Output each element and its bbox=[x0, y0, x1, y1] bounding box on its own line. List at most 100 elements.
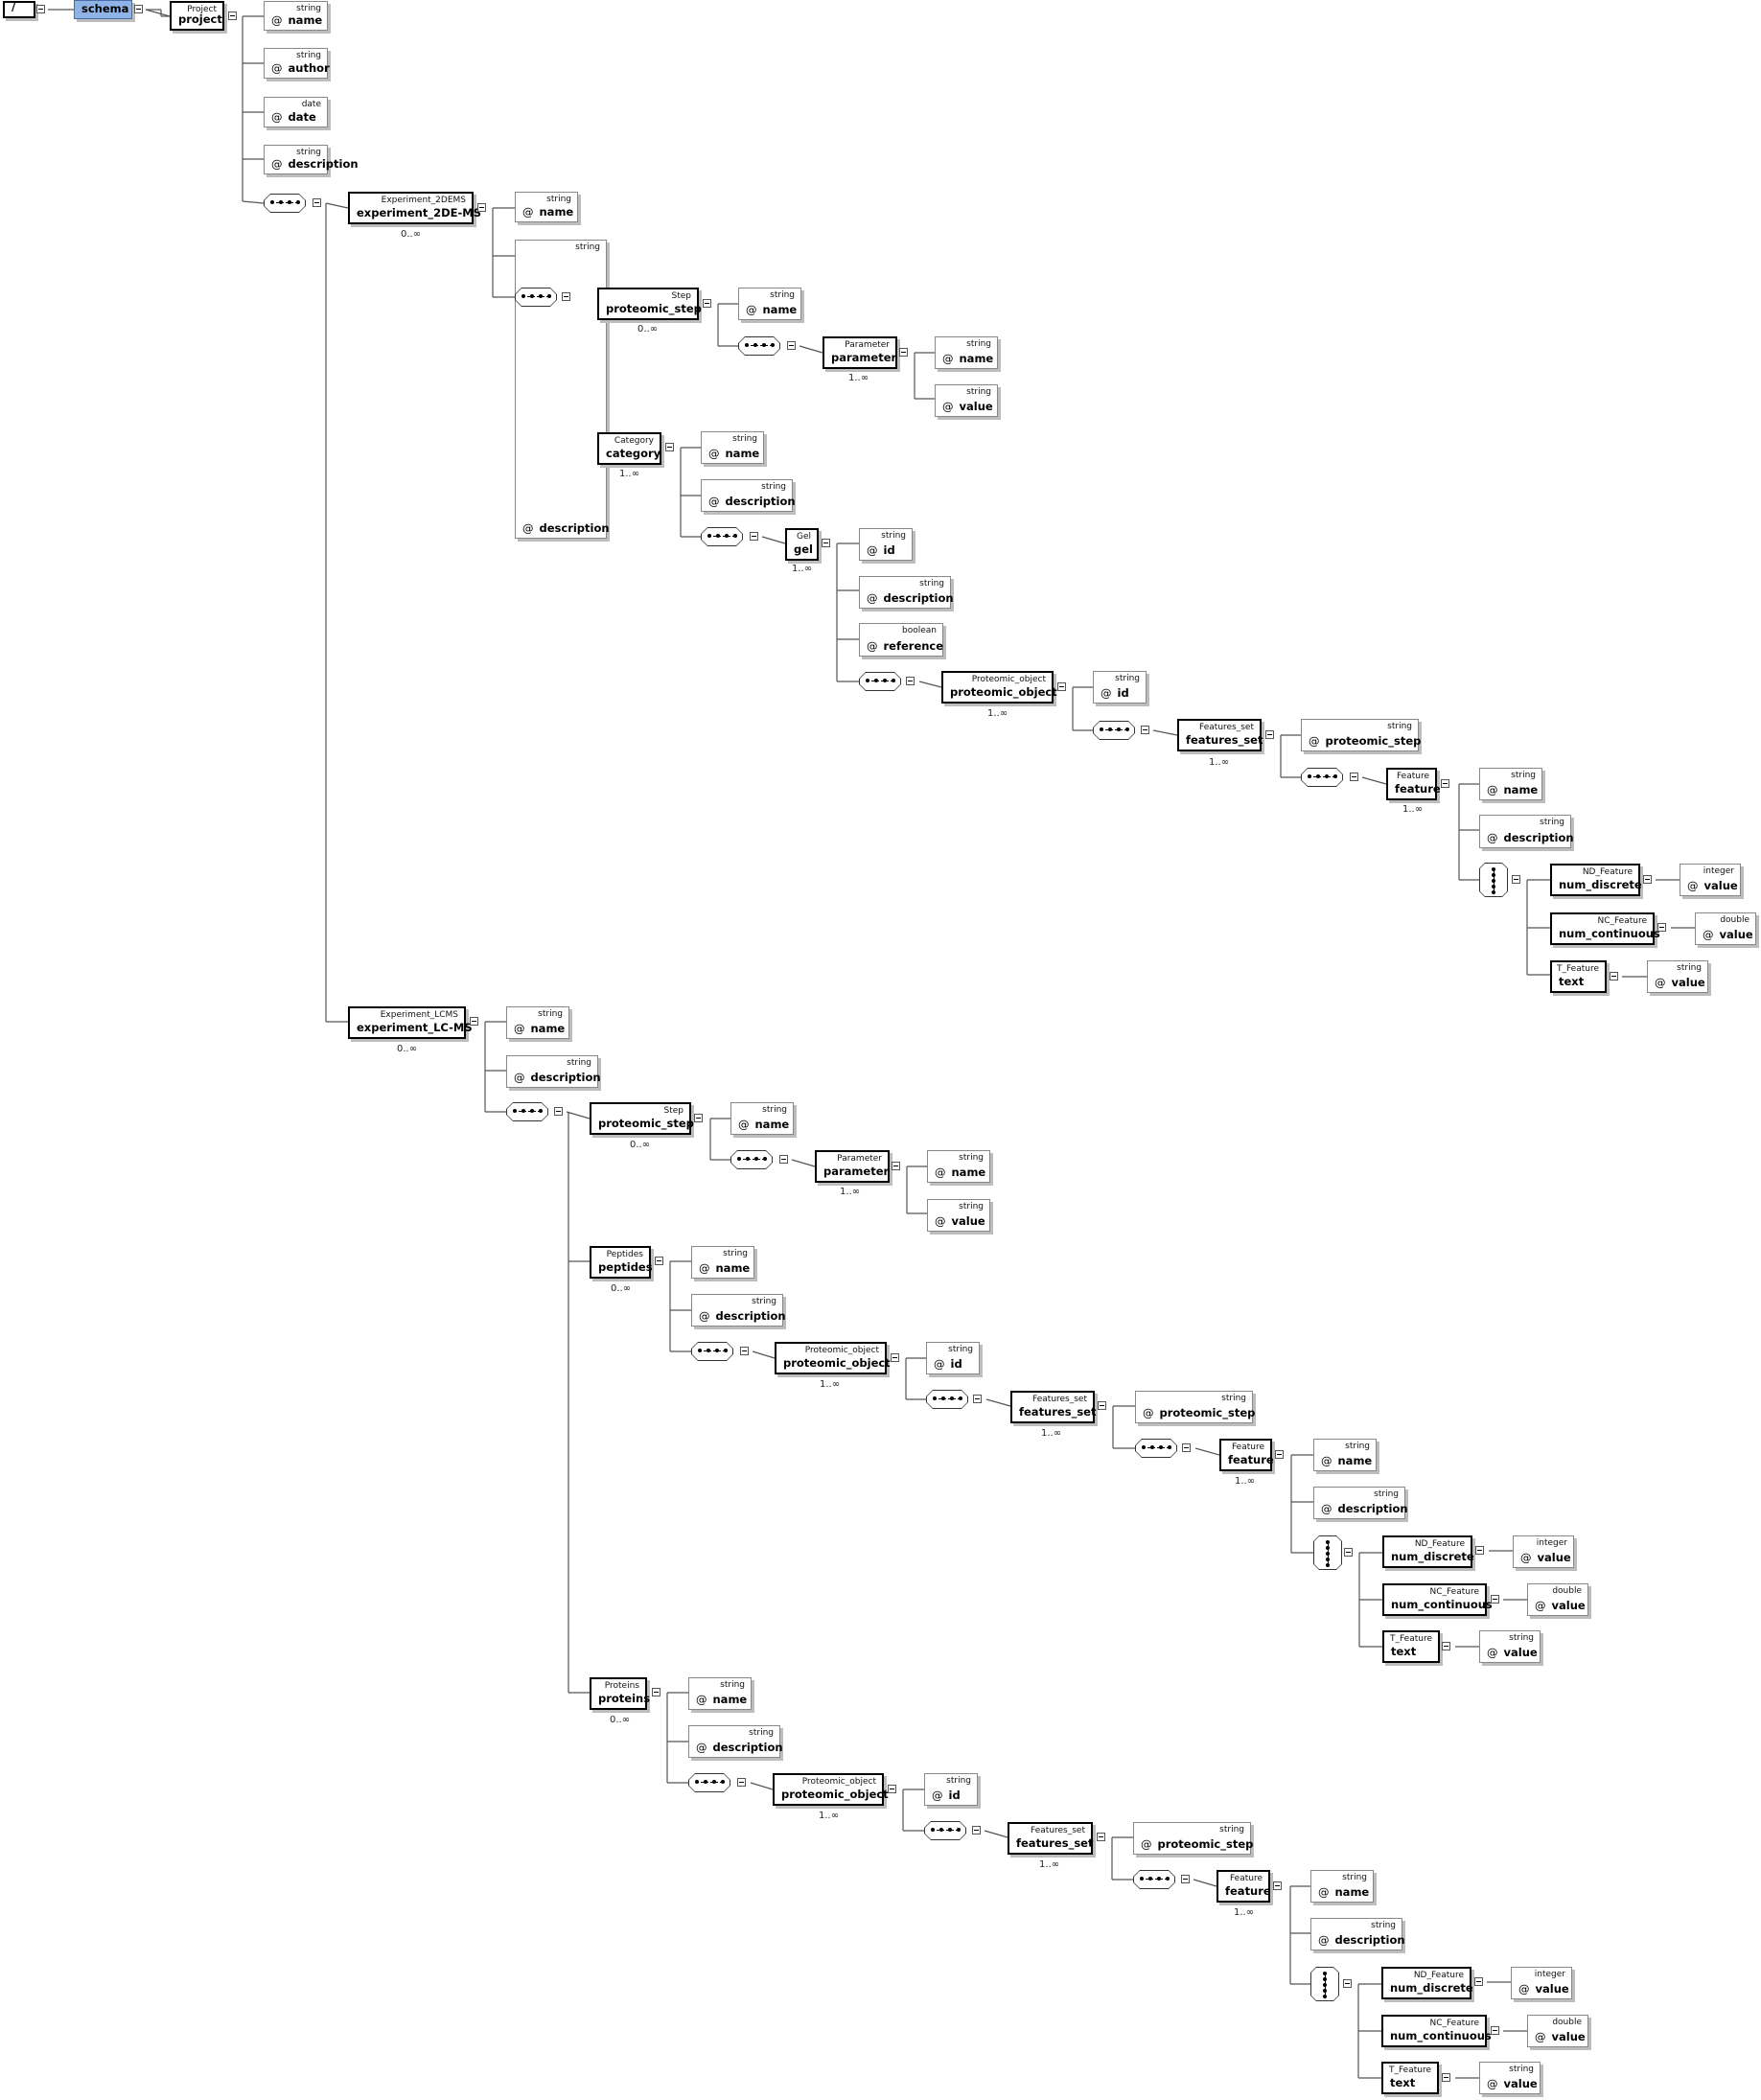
sequence-compositor-icon[interactable] bbox=[691, 1342, 735, 1363]
attribute-author[interactable]: string @ author bbox=[264, 48, 330, 79]
attribute-description[interactable]: string @ description bbox=[1310, 1918, 1405, 1950]
element-proteomic-object[interactable]: Proteomic_object proteomic_object bbox=[775, 1342, 891, 1374]
collapse-toggle[interactable] bbox=[822, 539, 830, 547]
attribute-name[interactable]: string @ name bbox=[1310, 1870, 1374, 1903]
sequence-compositor-icon[interactable] bbox=[1301, 768, 1345, 789]
attribute-description[interactable]: string @ description bbox=[691, 1294, 786, 1327]
attribute-name[interactable]: string @ name bbox=[935, 336, 998, 369]
choice-compositor-icon[interactable] bbox=[1313, 1535, 1344, 1572]
element-proteomic-object[interactable]: Proteomic_object proteomic_object bbox=[773, 1773, 889, 1806]
element-parameter[interactable]: Parameter parameter bbox=[823, 336, 897, 369]
attribute-description[interactable]: string @ description bbox=[506, 1055, 601, 1088]
element-peptides[interactable]: Peptides peptides bbox=[590, 1246, 653, 1279]
element-experiment-2de-ms[interactable]: Experiment_2DEMS experiment_2DE-MS bbox=[348, 192, 481, 224]
attribute-value[interactable]: string @ value bbox=[1479, 2062, 1541, 2094]
collapse-toggle[interactable] bbox=[1491, 2026, 1499, 2035]
element-proteins[interactable]: Proteins proteins bbox=[590, 1677, 650, 1710]
attribute-value[interactable]: double @ value bbox=[1695, 912, 1756, 945]
collapse-toggle[interactable] bbox=[892, 1162, 900, 1170]
collapse-toggle[interactable] bbox=[1097, 1833, 1105, 1841]
element-project[interactable]: Project project bbox=[170, 1, 224, 31]
collapse-toggle[interactable] bbox=[1350, 773, 1358, 781]
collapse-toggle[interactable] bbox=[740, 1347, 749, 1355]
collapse-toggle[interactable] bbox=[470, 1017, 478, 1026]
element-num-discrete[interactable]: ND_Feature num_discrete bbox=[1550, 864, 1642, 896]
collapse-toggle[interactable] bbox=[1181, 1875, 1190, 1883]
collapse-toggle[interactable] bbox=[737, 1778, 746, 1787]
sequence-compositor-icon[interactable] bbox=[738, 336, 782, 358]
collapse-toggle[interactable] bbox=[906, 677, 915, 685]
collapse-toggle[interactable] bbox=[1442, 2073, 1450, 2082]
attribute-id[interactable]: string @ id bbox=[1093, 671, 1147, 704]
attribute-name[interactable]: string @ name bbox=[927, 1150, 990, 1183]
attribute-proteomic-step[interactable]: string @ proteomic_step bbox=[1133, 1822, 1253, 1855]
sequence-compositor-icon[interactable] bbox=[1133, 1870, 1177, 1891]
element-num-continuous[interactable]: NC_Feature num_continuous bbox=[1381, 2015, 1492, 2047]
choice-compositor-icon[interactable] bbox=[1310, 1967, 1341, 2003]
collapse-toggle[interactable] bbox=[1491, 1595, 1499, 1604]
element-num-discrete[interactable]: ND_Feature num_discrete bbox=[1382, 1535, 1474, 1568]
sequence-compositor-icon[interactable] bbox=[730, 1150, 775, 1171]
attribute-description[interactable]: string @ description bbox=[264, 145, 359, 174]
element-num-discrete[interactable]: ND_Feature num_discrete bbox=[1381, 1967, 1473, 1999]
attribute-date[interactable]: date @ date bbox=[264, 97, 328, 127]
collapse-toggle[interactable] bbox=[36, 5, 45, 13]
attribute-name[interactable]: string @ name bbox=[691, 1246, 754, 1279]
attribute-name[interactable]: string @ name bbox=[738, 288, 801, 320]
sequence-compositor-icon[interactable] bbox=[859, 672, 903, 693]
collapse-toggle[interactable] bbox=[134, 5, 143, 13]
attribute-value[interactable]: string @ value bbox=[927, 1199, 990, 1232]
collapse-toggle[interactable] bbox=[1057, 682, 1066, 691]
collapse-toggle[interactable] bbox=[1474, 1977, 1483, 1986]
attribute-proteomic-step[interactable]: string @ proteomic_step bbox=[1135, 1391, 1255, 1423]
collapse-toggle[interactable] bbox=[1475, 1546, 1484, 1555]
collapse-toggle[interactable] bbox=[1442, 1642, 1450, 1650]
sequence-compositor-icon[interactable] bbox=[264, 194, 308, 215]
collapse-toggle[interactable] bbox=[1098, 1401, 1106, 1410]
collapse-toggle[interactable] bbox=[1141, 726, 1149, 734]
choice-compositor-icon[interactable] bbox=[1479, 863, 1510, 899]
attribute-description[interactable]: string @ description bbox=[515, 240, 610, 539]
collapse-toggle[interactable] bbox=[1512, 875, 1520, 884]
collapse-toggle[interactable] bbox=[750, 532, 758, 541]
attribute-proteomic-step[interactable]: string @ proteomic_step bbox=[1301, 719, 1421, 751]
attribute-name[interactable]: string @ name bbox=[515, 192, 578, 222]
attribute-description[interactable]: string @ description bbox=[859, 576, 954, 609]
attribute-value[interactable]: double @ value bbox=[1527, 1583, 1588, 1616]
element-feature[interactable]: Feature feature bbox=[1219, 1439, 1274, 1471]
attribute-name[interactable]: string @ name bbox=[1479, 768, 1542, 800]
attribute-name[interactable]: string @ name bbox=[264, 1, 328, 31]
attribute-value[interactable]: string @ value bbox=[935, 384, 998, 417]
collapse-toggle[interactable] bbox=[1657, 923, 1666, 932]
collapse-toggle[interactable] bbox=[703, 299, 711, 308]
collapse-toggle[interactable] bbox=[973, 1395, 982, 1403]
collapse-toggle[interactable] bbox=[1275, 1450, 1284, 1459]
element-features-set[interactable]: Features_set features_set bbox=[1010, 1391, 1096, 1423]
collapse-toggle[interactable] bbox=[694, 1114, 703, 1122]
collapse-toggle[interactable] bbox=[1610, 972, 1618, 981]
attribute-value[interactable]: integer @ value bbox=[1511, 1967, 1572, 1999]
schema-node[interactable]: schema bbox=[74, 0, 132, 19]
attribute-reference[interactable]: boolean @ reference bbox=[859, 623, 943, 657]
element-text[interactable]: T_Feature text bbox=[1382, 1630, 1440, 1663]
element-experiment-lc-ms[interactable]: Experiment_LCMS experiment_LC-MS bbox=[348, 1006, 473, 1039]
collapse-toggle[interactable] bbox=[888, 1785, 896, 1793]
attribute-description[interactable]: string @ description bbox=[701, 479, 796, 512]
collapse-toggle[interactable] bbox=[228, 12, 237, 20]
collapse-toggle[interactable] bbox=[652, 1688, 660, 1696]
element-features-set[interactable]: Features_set features_set bbox=[1008, 1822, 1093, 1855]
sequence-compositor-icon[interactable] bbox=[1093, 721, 1137, 742]
element-proteomic-object[interactable]: Proteomic_object proteomic_object bbox=[941, 671, 1057, 704]
element-parameter[interactable]: Parameter parameter bbox=[815, 1150, 890, 1183]
attribute-description[interactable]: string @ description bbox=[1313, 1487, 1408, 1519]
element-text[interactable]: T_Feature text bbox=[1550, 960, 1607, 993]
attribute-name[interactable]: string @ name bbox=[730, 1102, 794, 1135]
collapse-toggle[interactable] bbox=[477, 203, 486, 212]
collapse-toggle[interactable] bbox=[787, 341, 796, 350]
element-text[interactable]: T_Feature text bbox=[1381, 2062, 1439, 2094]
element-num-continuous[interactable]: NC_Feature num_continuous bbox=[1382, 1583, 1493, 1616]
sequence-compositor-icon[interactable] bbox=[926, 1390, 970, 1411]
element-feature[interactable]: Feature feature bbox=[1216, 1870, 1271, 1903]
attribute-value[interactable]: string @ value bbox=[1647, 960, 1708, 993]
attribute-description[interactable]: string @ description bbox=[1479, 815, 1574, 848]
